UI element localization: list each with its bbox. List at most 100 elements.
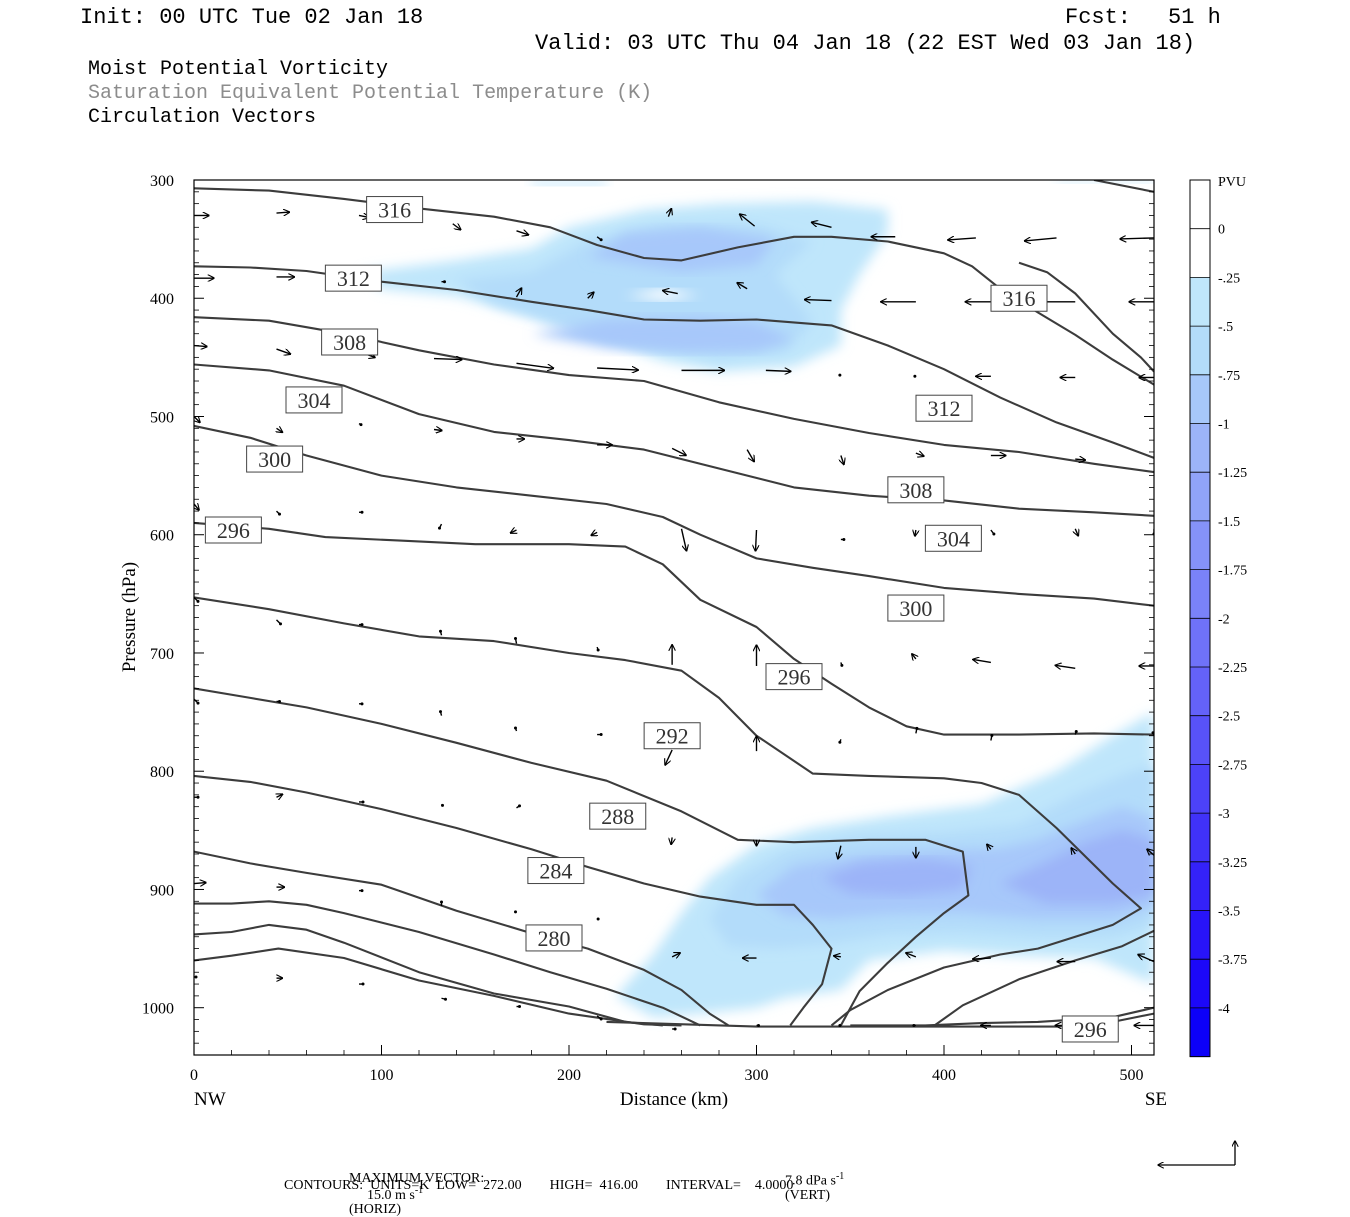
contour-label-9: 304 <box>937 526 970 551</box>
contour-line-17 <box>1018 261 1154 373</box>
vector-tip-35 <box>913 374 917 378</box>
colorbar: 0 -.25 -.5 -.75 -1 -1.25 -1.5 -1.75 -2 -2.25 -2.5 -… <box>1189 179 1247 1058</box>
y-tick-label-5: 800 <box>150 764 174 781</box>
colorbar-swatch-4 <box>1190 374 1210 424</box>
contour-line-8 <box>194 774 833 1027</box>
circulation-vector-47 <box>841 455 844 465</box>
valid-time: Valid: 03 UTC Thu 04 Jan 18 (22 EST Wed … <box>535 31 1196 56</box>
colorbar-label-5: -1.25 <box>1218 466 1247 481</box>
circulation-vector-46 <box>746 449 754 462</box>
colorbar-label-8: -2 <box>1218 612 1230 627</box>
circulation-vector-99 <box>838 845 841 859</box>
colorbar-label-13: -3.25 <box>1218 856 1247 871</box>
contour-line-4 <box>194 424 1154 607</box>
contour-label-box-3 <box>285 386 343 414</box>
vector-tip-86 <box>838 740 842 744</box>
circulation-vector-21 <box>805 300 832 301</box>
contour-label-box-6 <box>990 284 1048 312</box>
circulation-vector-114 <box>973 958 991 959</box>
x-tick-label-5: 500 <box>1120 1067 1144 1084</box>
vector-tip-94 <box>441 803 444 807</box>
circulation-vector-6 <box>668 209 671 217</box>
circulation-vector-97 <box>671 837 672 844</box>
vector-tip-91 <box>196 795 200 799</box>
vector-tip-126 <box>912 1023 916 1027</box>
reference-vector-icon <box>1158 1141 1235 1165</box>
x-tick-label-3: 300 <box>745 1067 769 1084</box>
contour-label-box-16 <box>1061 1015 1119 1043</box>
circulation-vector-56 <box>511 530 517 533</box>
vector-tip-87 <box>915 726 919 730</box>
colorbar-label-16: -4 <box>1218 1002 1230 1017</box>
x-axis-label: Distance (km) <box>620 1089 728 1110</box>
colorbar-swatch-14 <box>1190 861 1210 911</box>
circulation-vector-17 <box>517 288 522 298</box>
forecast-label: Fcst: <box>1065 5 1132 30</box>
contour-label-7: 312 <box>928 396 961 421</box>
circulation-vector-57 <box>591 532 597 535</box>
circulation-vector-1 <box>276 212 290 213</box>
contour-label-8: 308 <box>899 478 932 503</box>
vector-tip-123 <box>673 1027 677 1031</box>
vector-tip-108 <box>514 910 517 914</box>
mpv-shade-region-10 <box>822 858 973 896</box>
colorbar-label-10: -2.5 <box>1218 710 1240 725</box>
vector-tip-119 <box>361 982 365 986</box>
contour-label-2: 308 <box>333 330 366 355</box>
vector-tip-93 <box>361 800 365 804</box>
colorbar-label-4: -1 <box>1218 418 1230 433</box>
circulation-vector-39 <box>194 416 200 422</box>
vector-tip-124 <box>757 1023 760 1027</box>
circulation-vector-27 <box>276 348 291 354</box>
circulation-vector-3 <box>452 224 461 230</box>
circulation-vector-92 <box>277 794 283 797</box>
contour-line-7 <box>194 687 970 1026</box>
circulation-vector-12 <box>1120 238 1154 239</box>
field-title-mpv: Moist Potential Vorticity <box>88 58 389 81</box>
circulation-vector-7 <box>740 214 756 227</box>
vector-tip-67 <box>360 623 364 627</box>
circulation-vector-112 <box>834 956 841 957</box>
circulation-vector-52 <box>194 504 199 510</box>
contour-label-box-13 <box>589 802 647 830</box>
max-vector-vertical: 7.8 dPa s-1 (VERT) <box>785 1171 845 1203</box>
vector-tip-122 <box>599 1017 603 1021</box>
mpv-shade-region-5 <box>531 316 794 353</box>
colorbar-swatch-9 <box>1190 618 1210 668</box>
vector-tip-78 <box>196 701 200 705</box>
x-axis-end-nw: NW <box>194 1089 226 1110</box>
contour-label-box-5 <box>204 516 262 544</box>
colorbar-label-0: 0 <box>1218 223 1225 238</box>
field-title-theta-es: Saturation Equivalent Potential Temperat… <box>88 82 653 105</box>
circulation-vector-33 <box>765 370 791 371</box>
colorbar-swatch-12 <box>1190 764 1210 814</box>
colorbar-label-2: -.5 <box>1218 320 1233 335</box>
vector-tip-117 <box>194 975 198 979</box>
contour-line-11 <box>194 923 663 1027</box>
vector-tip-69 <box>514 637 517 641</box>
colorbar-swatch-13 <box>1190 813 1210 863</box>
colorbar-swatch-2 <box>1190 277 1210 327</box>
vector-tip-81 <box>439 710 442 714</box>
x-tick-label-0: 0 <box>190 1067 198 1084</box>
vector-tip-95 <box>518 804 521 808</box>
circulation-vector-48 <box>915 453 924 456</box>
circulation-vector-75 <box>973 659 991 662</box>
colorbar-swatch-5 <box>1190 423 1210 473</box>
contour-label-box-15 <box>525 924 583 952</box>
forecast-hour: 51 h <box>1168 5 1221 30</box>
vector-tip-88 <box>990 733 994 737</box>
contour-label-0: 316 <box>378 198 411 223</box>
vector-tip-90 <box>1151 731 1154 735</box>
horiz-exponent: -1 <box>414 1185 424 1196</box>
colorbar-swatch-0 <box>1190 180 1210 230</box>
circulation-vector-104 <box>194 883 206 884</box>
circulation-vector-20 <box>737 283 748 290</box>
circulation-vector-29 <box>433 359 462 360</box>
colorbar-label-1: -.25 <box>1218 271 1240 286</box>
vector-tip-82 <box>514 726 517 730</box>
contour-label-box-0 <box>366 196 424 224</box>
contours-info: CONTOURS: UNITS=K LOW= 272.00 HIGH= 416.… <box>284 1178 794 1193</box>
init-time: Init: 00 UTC Tue 02 Jan 18 <box>80 5 424 30</box>
